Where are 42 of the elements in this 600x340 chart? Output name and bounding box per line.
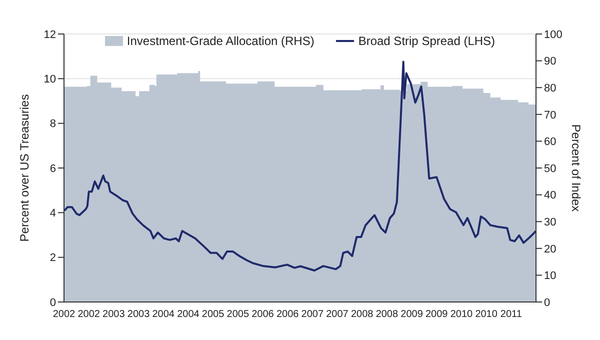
y2-tick-label: 10 (544, 270, 556, 282)
x-tick-label: 2004 (152, 309, 175, 320)
y2-tick-label: 60 (544, 136, 556, 148)
y-tick-label: 6 (50, 162, 56, 175)
y2-tick-label: 50 (544, 162, 556, 175)
x-tick-label: 2010 (450, 309, 474, 320)
y-tick-label: 4 (50, 208, 56, 220)
x-tick-label: 2011 (500, 309, 522, 320)
x-tick-label: 2007 (326, 309, 349, 320)
y2-tick-label: 30 (544, 216, 556, 229)
x-tick-label: 2009 (426, 309, 448, 320)
x-tick-label: 2003 (102, 309, 126, 320)
line-series (64, 60, 536, 272)
y2-tick-label: 20 (544, 243, 556, 256)
y2-axis-title: Percent of Index (568, 124, 583, 212)
x-tick-label: 2008 (350, 309, 374, 320)
y-tick-label: 10 (44, 74, 56, 86)
x-tick-label: 2007 (301, 309, 324, 320)
legend-label: Investment-Grade Allocation (RHS) (126, 34, 314, 48)
y2-tick-label: 100 (544, 28, 562, 41)
y2-tick-label: 0 (544, 296, 550, 309)
y-axis-title: Percent over US Treasuries (17, 94, 32, 242)
y-tick-label: 12 (44, 28, 56, 41)
x-tick-label: 2006 (276, 309, 300, 320)
x-tick-label: 2005 (202, 309, 225, 320)
x-tick-label: 2002 (52, 309, 76, 320)
x-tick-label: 2008 (376, 309, 399, 320)
legend-label: Broad Strip Spread (LHS) (357, 34, 496, 48)
x-tick-label: 2002 (78, 309, 100, 320)
y2-tick-label: 90 (544, 56, 556, 68)
x-tick-label: 2003 (127, 309, 150, 320)
y2-tick-label: 40 (544, 190, 556, 202)
x-tick-label: 2005 (226, 309, 250, 320)
y-tick-label: 8 (50, 118, 56, 130)
y2-tick-label: 70 (544, 109, 556, 122)
x-tick-label: 2009 (400, 309, 424, 320)
x-tick-label: 2010 (475, 309, 498, 320)
y-tick-label: 2 (50, 252, 56, 264)
y2-tick-label: 80 (544, 82, 556, 95)
x-tick-label: 2006 (252, 309, 274, 320)
x-tick-label: 2004 (177, 309, 200, 320)
y-tick-label: 0 (50, 296, 56, 309)
